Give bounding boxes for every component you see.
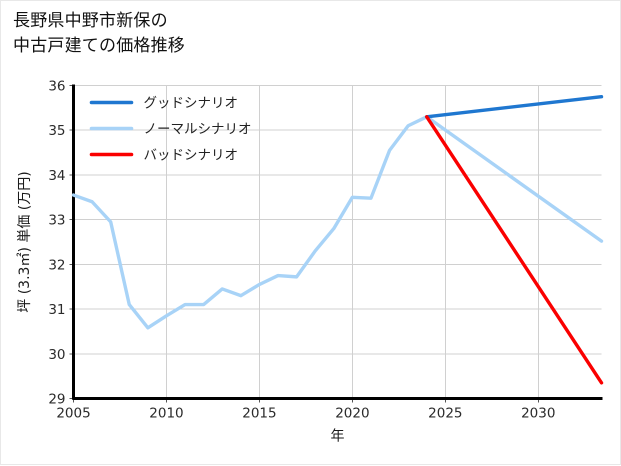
legend-item-label: ノーマルシナリオ — [144, 122, 252, 138]
y-tick-label: 30 — [48, 347, 65, 363]
y-axis-tick-labels: 29 30 31 32 33 34 35 36 — [48, 79, 65, 408]
x-tick-label: 2025 — [428, 406, 462, 422]
y-tick-label: 29 — [48, 392, 65, 408]
x-axis-tick-labels: 2005 2010 2015 2020 2025 2030 — [56, 406, 555, 422]
series-lines — [71, 94, 604, 385]
x-tick-label: 2020 — [335, 406, 369, 422]
axis-spines — [72, 84, 603, 400]
y-tick-label: 36 — [48, 79, 65, 95]
y-tick-label: 35 — [48, 123, 65, 139]
legend-item-label: バッドシナリオ — [144, 148, 239, 164]
y-axis-title: 坪 (3.3㎡) 単価 (万円) — [17, 171, 33, 312]
x-tick-label: 2015 — [242, 406, 276, 422]
y-tick-label: 33 — [48, 213, 65, 229]
x-tick-label: 2005 — [56, 406, 90, 422]
axis-tick-marks — [69, 85, 539, 403]
y-tick-label: 31 — [48, 302, 65, 318]
page-title: 長野県中野市新保の 中古戸建ての価格推移 — [13, 11, 185, 56]
y-tick-label: 34 — [48, 168, 65, 184]
legend-item-label: グッドシナリオ — [144, 96, 239, 112]
y-tick-label: 32 — [48, 257, 65, 273]
x-tick-label: 2030 — [521, 406, 555, 422]
x-axis-title: 年 — [331, 429, 345, 445]
x-tick-label: 2010 — [149, 406, 183, 422]
